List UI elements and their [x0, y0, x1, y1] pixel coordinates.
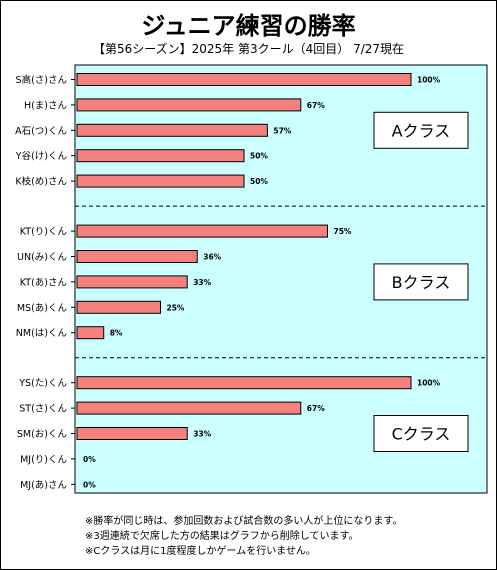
- category-label: ST(さ)くん: [19, 404, 67, 415]
- value-label: 100%: [417, 379, 441, 388]
- value-label: 50%: [250, 152, 268, 161]
- bar: [76, 98, 302, 112]
- value-label: 67%: [307, 101, 325, 110]
- category-label: KT(あ)さん: [20, 277, 67, 288]
- footnote-tiebreak: ※勝率が同じ時は、参加回数および試合数の多い人が上位になります。: [85, 516, 403, 527]
- category-label: K枝(め)さん: [15, 176, 67, 188]
- bar: [76, 174, 245, 188]
- chart-title: ジュニア練習の勝率: [141, 12, 356, 40]
- bar: [76, 401, 302, 415]
- bar: [76, 427, 188, 440]
- value-label: 8%: [110, 329, 123, 338]
- value-label: 0%: [83, 455, 96, 464]
- class-label: Bクラス: [392, 273, 451, 292]
- bar: [76, 224, 328, 238]
- chart-subtitle: 【第56シーズン】2025年 第3クール（4回目） 7/27現在: [92, 42, 405, 56]
- class-label: Aクラス: [392, 121, 451, 140]
- value-label: 100%: [417, 76, 441, 85]
- bar: [76, 300, 161, 314]
- value-label: 36%: [203, 253, 221, 262]
- class-label: Cクラス: [392, 425, 451, 444]
- category-label: KT(り)くん: [20, 227, 67, 238]
- bar: [76, 123, 268, 137]
- footnotes: ※勝率が同じ時は、参加回数および試合数の多い人が上位になります。 ※3週連続で欠…: [85, 514, 402, 559]
- footnote-c-class: ※Cクラスは月に1度程度しかゲームを行いません。: [85, 546, 316, 557]
- value-label: 0%: [83, 480, 96, 489]
- value-label: 67%: [307, 404, 325, 413]
- category-label: MS(あ)くん: [17, 303, 67, 314]
- bar: [76, 149, 245, 163]
- category-label: A石(つ)くん: [15, 126, 67, 137]
- value-label: 25%: [167, 303, 185, 312]
- value-label: 33%: [193, 278, 211, 287]
- bar: [76, 250, 198, 263]
- category-label: H(ま)さん: [24, 100, 67, 111]
- value-label: 33%: [193, 430, 211, 439]
- bar: [76, 376, 412, 390]
- bar: [76, 73, 412, 86]
- class-label-box: [373, 415, 469, 452]
- value-label: 75%: [334, 227, 352, 236]
- category-label: MJ(り)くん: [20, 454, 67, 465]
- category-label: S高(さ)さん: [16, 74, 67, 86]
- category-label: MJ(あ)さん: [20, 480, 67, 491]
- category-label: YS(た)くん: [18, 378, 67, 389]
- class-label-box: [373, 263, 469, 301]
- category-label: UN(み)くん: [17, 252, 67, 263]
- bar: [76, 326, 105, 340]
- category-label: NM(は)くん: [16, 328, 67, 339]
- footnote-absence: ※3週連続で欠席した方の結果はグラフから削除しています。: [85, 531, 359, 542]
- bar: [76, 275, 188, 289]
- category-label: Y谷(け)くん: [15, 151, 67, 162]
- class-label-box: [373, 111, 469, 149]
- value-label: 57%: [273, 126, 291, 135]
- category-label: SM(お)くん: [17, 429, 67, 440]
- value-label: 50%: [250, 177, 268, 186]
